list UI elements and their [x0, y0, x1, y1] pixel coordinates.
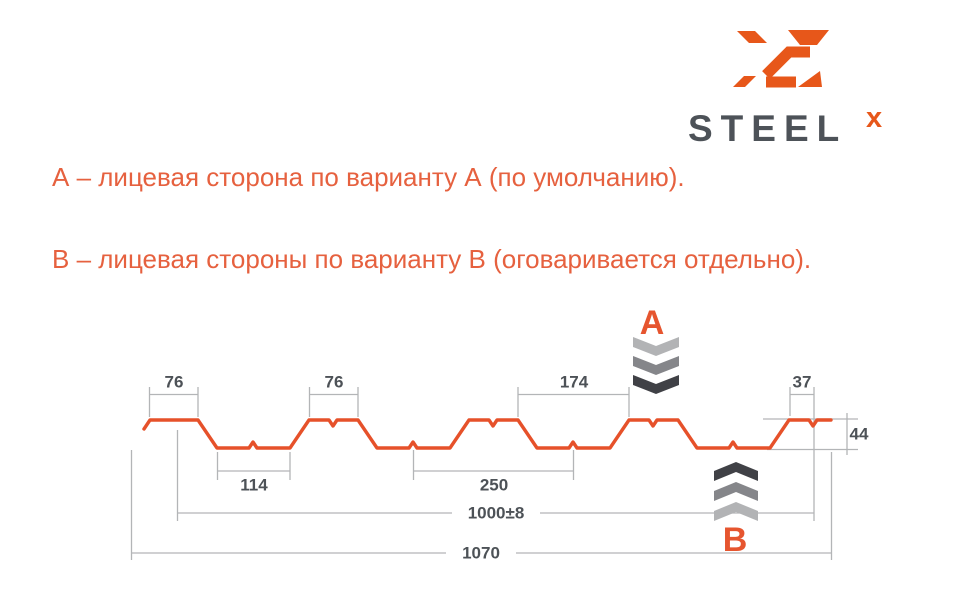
- steelx-x-icon: [733, 30, 829, 88]
- profile-sheet-outline: [142, 418, 833, 450]
- dim-label-top-flat-2: 76: [324, 372, 344, 392]
- face-b-chevron-up-icon: [714, 462, 758, 521]
- logo-top-right-wedge: [788, 30, 829, 45]
- logo-zigzag-band: [762, 46, 810, 79]
- dim-label-top-flat-1: 76: [164, 372, 184, 392]
- brand-name: STEEL: [688, 108, 848, 149]
- face-b-letter: B: [722, 521, 748, 559]
- logo-bottom-left-bar: [733, 76, 756, 87]
- face-a-chevron-down-icon: [633, 337, 679, 394]
- dim-label-working-width: 1000±8: [467, 503, 525, 523]
- logo-top-left-bar: [737, 31, 767, 43]
- dim-label-rib-pitch: 250: [479, 475, 509, 495]
- dim-label-clear-between-ribs: 174: [559, 372, 589, 392]
- dim-label-profile-height: 44: [849, 424, 869, 444]
- dim-label-bottom-flat: 114: [240, 475, 268, 495]
- dimension-lines: [130, 387, 858, 560]
- dim-label-edge-flat: 37: [792, 372, 812, 392]
- logo-bottom-right-triangle: [798, 71, 822, 87]
- note-line-a: А – лицевая сторона по варианту А (по ум…: [52, 162, 685, 192]
- face-a-letter: А: [639, 304, 665, 342]
- note-line-b: B – лицевая стороны по варианту B (огова…: [52, 244, 812, 274]
- brand-superscript-x: x: [866, 102, 883, 134]
- dim-label-overall-width: 1070: [462, 543, 500, 563]
